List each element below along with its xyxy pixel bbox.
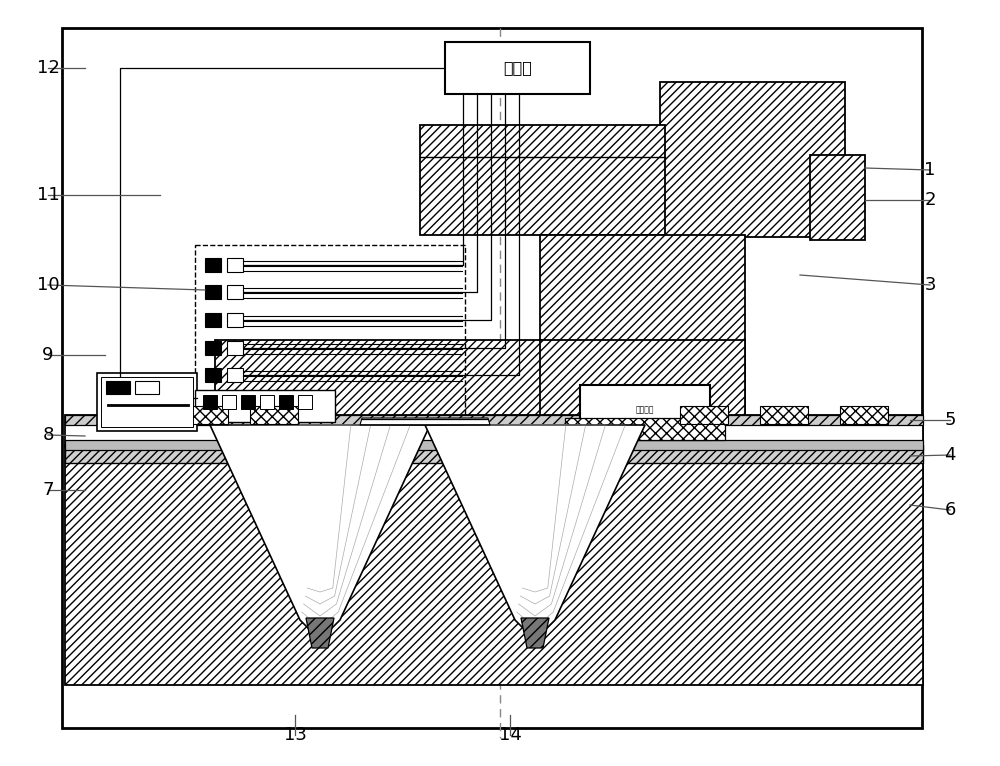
Text: 1: 1 [924,161,936,179]
Text: 8: 8 [42,426,54,444]
Polygon shape [215,340,545,420]
Polygon shape [760,406,808,424]
Polygon shape [205,258,221,272]
Polygon shape [222,395,236,409]
Polygon shape [65,440,923,450]
Polygon shape [840,406,888,424]
Polygon shape [180,406,228,424]
Polygon shape [250,406,298,424]
Polygon shape [540,340,745,420]
Polygon shape [195,390,335,422]
Polygon shape [203,395,217,409]
Polygon shape [135,381,159,394]
Text: 13: 13 [284,726,306,744]
Polygon shape [360,418,490,425]
Text: 14: 14 [499,726,521,744]
Polygon shape [205,285,221,299]
Polygon shape [580,385,710,440]
Text: 超声振动: 超声振动 [636,405,654,414]
Text: 控制器: 控制器 [503,61,532,76]
Text: 11: 11 [37,186,59,204]
Polygon shape [540,235,745,420]
Polygon shape [65,415,923,447]
Polygon shape [420,125,665,235]
Polygon shape [62,28,922,728]
Polygon shape [227,341,243,355]
Text: 2: 2 [924,191,936,209]
Polygon shape [306,618,334,648]
Polygon shape [205,313,221,327]
Polygon shape [115,406,163,424]
Polygon shape [227,285,243,299]
Polygon shape [260,395,274,409]
Text: 9: 9 [42,346,54,364]
Text: 6: 6 [944,501,956,519]
Polygon shape [65,415,923,425]
Text: 10: 10 [37,276,59,294]
Polygon shape [205,341,221,355]
Polygon shape [810,155,865,240]
Polygon shape [241,395,255,409]
Polygon shape [205,368,221,382]
Polygon shape [227,258,243,272]
Text: 12: 12 [37,59,59,77]
Polygon shape [298,395,312,409]
Polygon shape [425,425,645,640]
Polygon shape [97,373,197,431]
Polygon shape [660,82,845,237]
Polygon shape [101,377,193,427]
Text: 7: 7 [42,481,54,499]
Polygon shape [227,368,243,382]
Text: 3: 3 [924,276,936,294]
Polygon shape [106,381,130,394]
Polygon shape [521,618,549,648]
Polygon shape [680,406,728,424]
Polygon shape [65,445,923,463]
Text: 5: 5 [944,411,956,429]
Polygon shape [445,42,590,94]
Polygon shape [210,425,430,640]
Polygon shape [227,313,243,327]
Polygon shape [279,395,293,409]
Polygon shape [65,445,923,685]
Polygon shape [565,418,725,440]
Text: 4: 4 [944,446,956,464]
